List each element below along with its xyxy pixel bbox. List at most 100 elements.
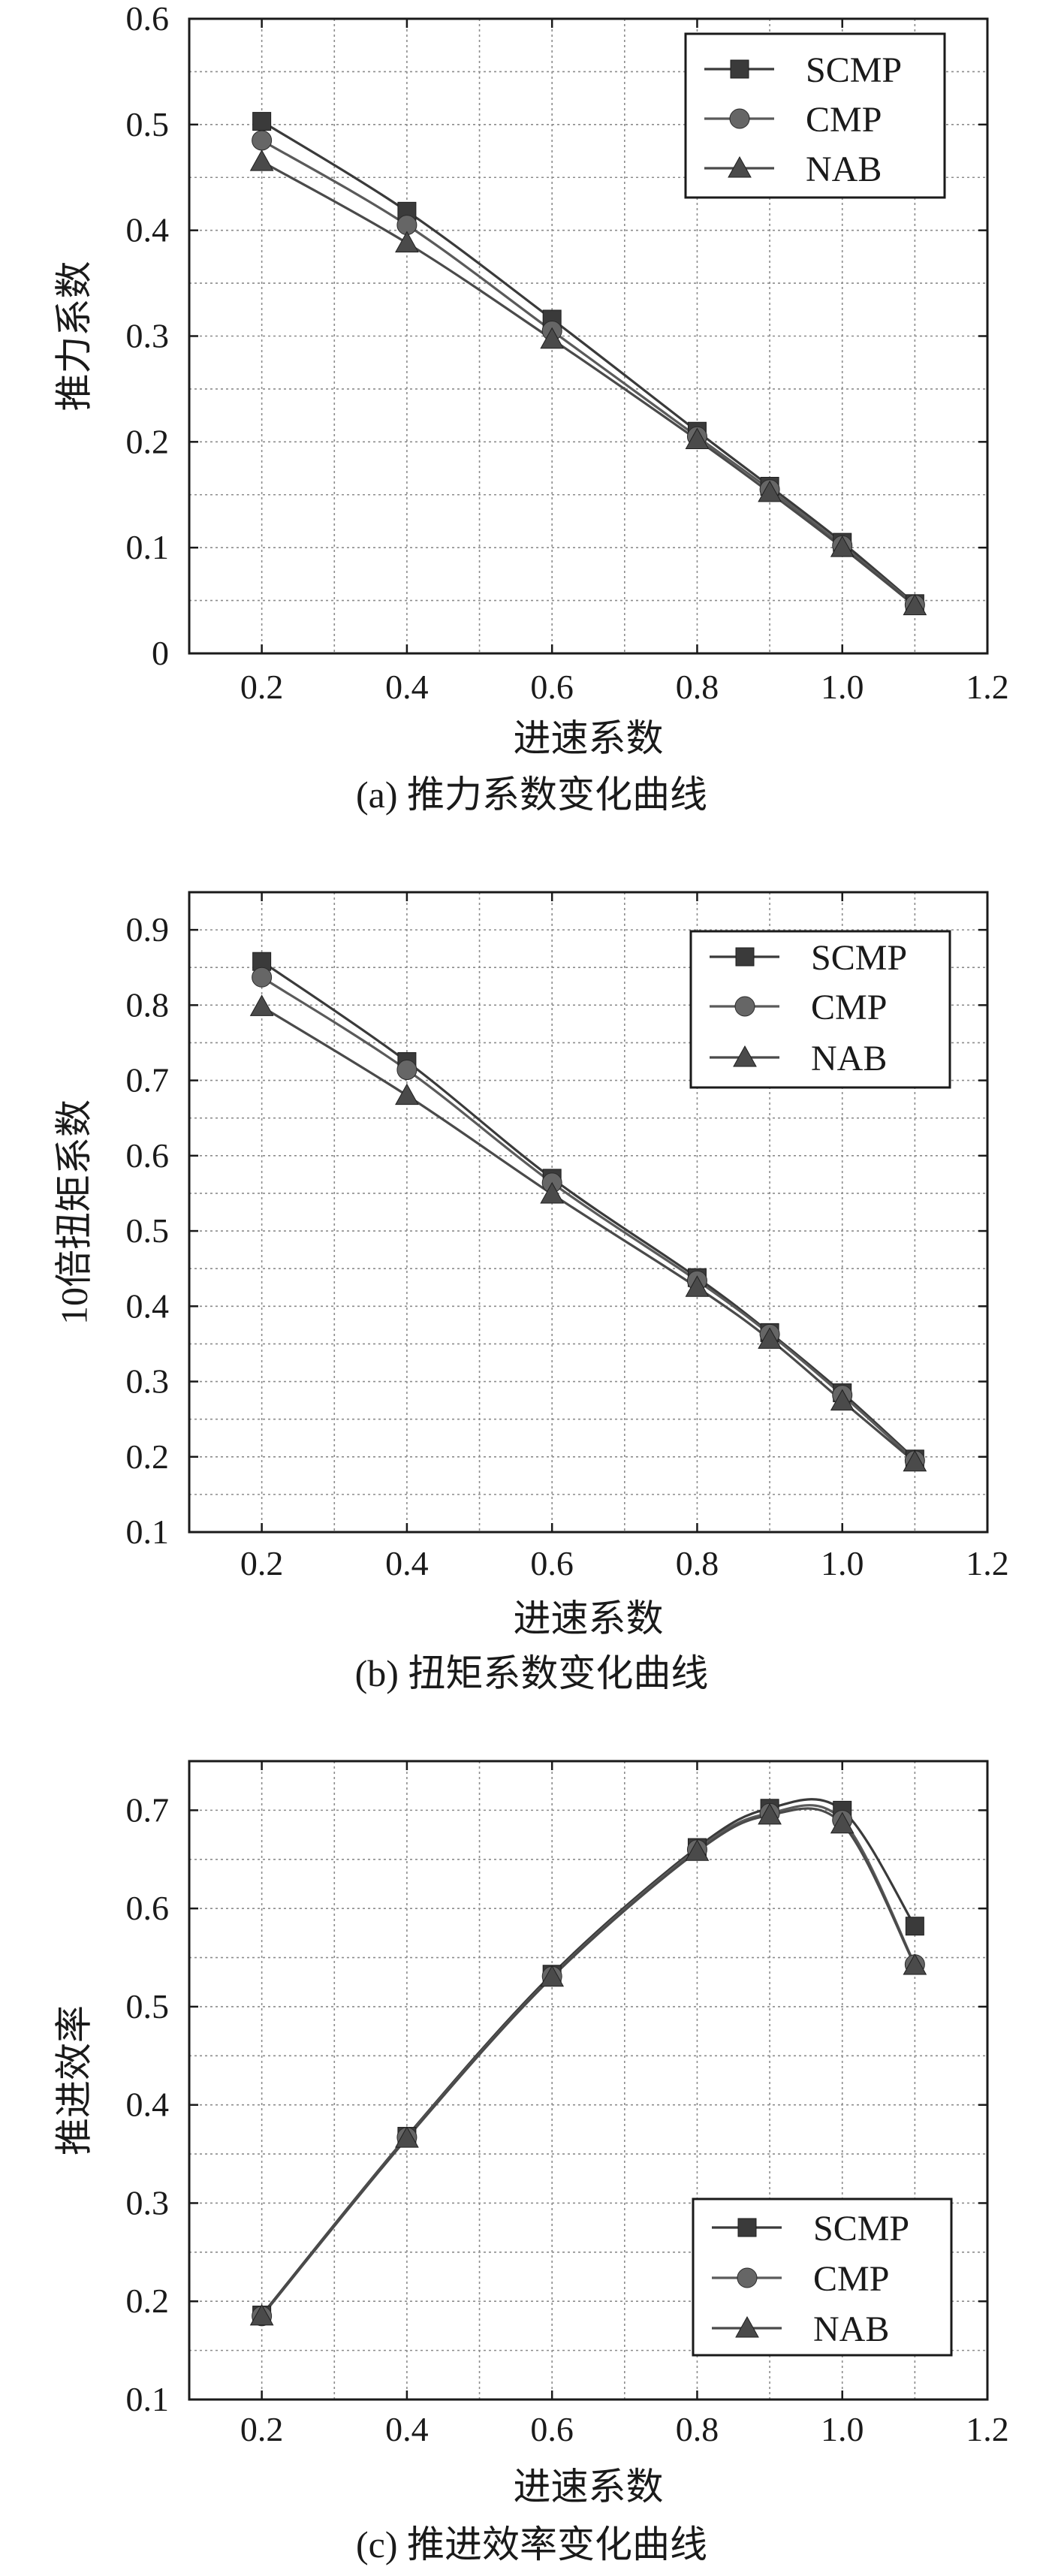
panel-caption: (b) 扭矩系数变化曲线 (355, 1652, 709, 1694)
x-tick-label: 0.2 (240, 668, 284, 706)
legend-marker-cmp (734, 996, 755, 1017)
data-point-scmp (252, 112, 272, 131)
x-axis-label: 进速系数 (514, 1597, 664, 1639)
x-axis-label: 进速系数 (514, 2466, 664, 2508)
y-tick-label: 0.6 (126, 1136, 170, 1175)
legend-label-scmp: SCMP (806, 50, 902, 90)
y-tick-label: 0 (152, 634, 169, 672)
ticks: 0.2 0.4 0.6 0.8 1.0 1.2 0 0.1 0.2 0.3 0.4 0.5 0.6 (126, 0, 1009, 706)
x-tick-label: 1.2 (966, 1544, 1009, 1582)
y-tick-label: 0.9 (126, 910, 170, 949)
y-tick-label: 0.5 (126, 1211, 170, 1250)
legend-label-cmp: CMP (806, 100, 882, 140)
data-point-nab (830, 1389, 855, 1411)
data-point-nab (758, 1802, 782, 1825)
data-point-nab (685, 427, 710, 450)
x-tick-label: 0.2 (240, 1544, 284, 1582)
panel-caption: (c) 推进效率变化曲线 (356, 2523, 707, 2565)
data-point-scmp (905, 1917, 924, 1936)
x-tick-label: 1.0 (821, 2410, 864, 2448)
data-point-cmp (252, 130, 273, 151)
legend-marker-nab (735, 2315, 759, 2338)
y-tick-label: 0.4 (126, 2086, 170, 2124)
y-tick-label: 0.4 (126, 1286, 170, 1325)
data-point-nab (903, 1953, 927, 1975)
data-point-nab (830, 535, 855, 557)
x-tick-label: 1.0 (821, 1544, 864, 1582)
y-tick-label: 0.2 (126, 422, 170, 460)
legend-marker-nab (733, 1045, 757, 1067)
legend-label-nab: NAB (813, 2309, 889, 2349)
data-point-nab (395, 2126, 419, 2148)
data-point-nab (685, 1839, 710, 1861)
x-tick-label: 0.8 (676, 1544, 719, 1582)
data-point-cmp (396, 1060, 417, 1081)
data-point-nab (540, 1181, 565, 1204)
x-tick-label: 0.4 (385, 2410, 429, 2448)
legend-marker-nab (728, 155, 752, 178)
y-tick-label: 0.6 (126, 0, 170, 38)
x-tick-label: 0.6 (530, 2410, 574, 2448)
y-tick-label: 0.8 (126, 985, 170, 1024)
x-tick-label: 0.4 (385, 1544, 429, 1582)
axes-frame (188, 1760, 989, 2401)
y-tick-label: 0.3 (126, 1362, 170, 1401)
y-tick-label: 0.6 (126, 1889, 170, 1927)
legend-label-cmp: CMP (811, 988, 887, 1027)
axes-frame (188, 891, 989, 1534)
data-point-nab (903, 593, 927, 616)
y-tick-label: 0.1 (126, 528, 170, 566)
legend-marker-scmp (730, 59, 749, 79)
legend-marker-cmp (737, 2267, 758, 2288)
data-point-nab (395, 231, 419, 253)
legend-marker-scmp (737, 2218, 757, 2237)
data-point-nab (758, 1327, 782, 1349)
y-axis-label: 10倍扭矩系数 (53, 1099, 95, 1325)
panels: 0.2 0.4 0.6 0.8 1.0 1.2 0 0.1 0.2 0.3 0.4 0.5 0.6 进速系… (53, 0, 1008, 2565)
y-tick-label: 0.2 (126, 2282, 170, 2320)
data-point-nab (249, 149, 274, 171)
data-point-nab (685, 1275, 710, 1297)
data-point-nab (758, 480, 782, 502)
data-point-nab (903, 1449, 927, 1472)
y-axis-label: 推力系数 (53, 261, 95, 412)
legend: SCMP CMP NAB (692, 2197, 953, 2357)
panel-caption: (a) 推力系数变化曲线 (356, 774, 707, 816)
y-tick-label: 0.4 (126, 211, 170, 249)
legend: SCMP CMP NAB (684, 32, 946, 199)
legend-box (684, 32, 946, 199)
x-tick-label: 0.8 (676, 668, 719, 706)
y-tick-label: 0.1 (126, 2380, 170, 2418)
legend-label-scmp: SCMP (813, 2209, 909, 2249)
data-point-nab (540, 327, 565, 349)
x-tick-label: 0.8 (676, 2410, 719, 2448)
x-tick-label: 0.4 (385, 668, 429, 706)
y-tick-label: 0.3 (126, 317, 170, 355)
data-point-nab (830, 1811, 855, 1834)
legend-label-nab: NAB (806, 149, 882, 189)
x-axis-label: 进速系数 (514, 717, 664, 759)
x-tick-label: 1.2 (966, 668, 1009, 706)
ticks: 0.2 0.4 0.6 0.8 1.0 1.2 0.1 0.2 0.3 0.4 0.5 0.6 0.7 0… (126, 892, 1009, 1582)
chart-panel-1: 0.2 0.4 0.6 0.8 1.0 1.2 0 0.1 0.2 0.3 0.4 0.5 0.6 进速系… (53, 0, 1008, 816)
legend-label-nab: NAB (811, 1039, 887, 1078)
legend-marker-scmp (735, 947, 755, 967)
y-axis-label: 推进效率 (53, 2005, 95, 2155)
data-point-nab (249, 2303, 274, 2326)
data-point-cmp (252, 967, 273, 988)
y-tick-label: 0.3 (126, 2183, 170, 2222)
y-tick-label: 0.7 (126, 1061, 170, 1099)
chart-panel-3: 0.2 0.4 0.6 0.8 1.0 1.2 0.1 0.2 0.3 0.4 0.5 0.6 0.7 进… (53, 1760, 1009, 2565)
y-tick-label: 0.7 (126, 1790, 170, 1829)
chart-panel-2: 0.2 0.4 0.6 0.8 1.0 1.2 0.1 0.2 0.3 0.4 0.5 0.6 0.7 0… (53, 891, 1009, 1694)
series-group (249, 952, 927, 1472)
legend-marker-cmp (729, 108, 750, 129)
data-point-nab (395, 1083, 419, 1106)
x-tick-label: 1.2 (966, 2410, 1009, 2448)
data-point-nab (540, 1965, 565, 1987)
x-tick-label: 0.2 (240, 2410, 284, 2448)
x-tick-label: 1.0 (821, 668, 864, 706)
series-group (249, 1798, 927, 2327)
y-tick-label: 0.1 (126, 1513, 170, 1551)
